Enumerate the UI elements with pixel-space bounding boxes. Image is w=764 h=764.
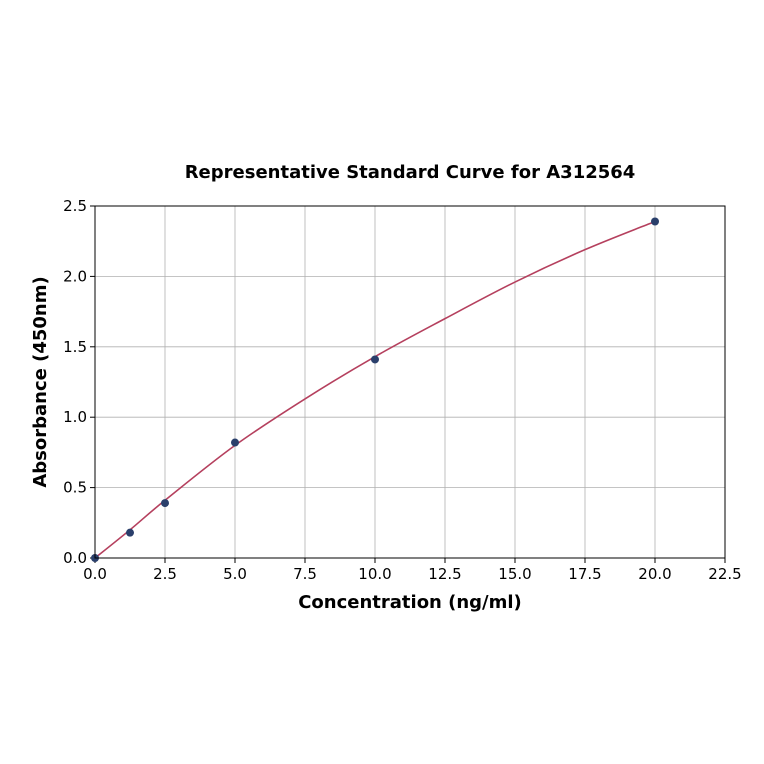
y-axis-label: Absorbance (450nm) xyxy=(30,276,51,487)
grid xyxy=(94,205,726,559)
y-tick-label: 2.0 xyxy=(63,267,87,285)
chart-title: Representative Standard Curve for A31256… xyxy=(185,162,636,183)
data-point xyxy=(371,355,379,364)
y-tick-label: 1.0 xyxy=(63,408,87,426)
x-axis-label: Concentration (ng/ml) xyxy=(298,592,522,613)
data-point xyxy=(161,499,169,508)
y-tick-label: 0.5 xyxy=(63,479,87,497)
x-tick-label: 12.5 xyxy=(428,565,461,583)
x-tick-label: 5.0 xyxy=(223,565,247,583)
x-tick-label: 17.5 xyxy=(568,565,601,583)
axis-ticks: 0.0 2.5 5.0 7.5 10.0 12.5 15.0 17.5 20.0 22.5 0.0 0… xyxy=(63,197,742,583)
data-point xyxy=(231,438,239,447)
x-tick-label: 15.0 xyxy=(498,565,531,583)
x-tick-label: 7.5 xyxy=(293,565,317,583)
y-tick-label: 1.5 xyxy=(63,338,87,356)
x-tick-label: 20.0 xyxy=(638,565,671,583)
fit-curve-line xyxy=(94,220,656,559)
x-tick-label: 0.0 xyxy=(83,565,107,583)
data-point xyxy=(126,528,134,537)
y-tick-label: 2.5 xyxy=(63,197,87,215)
x-tick-label: 22.5 xyxy=(708,565,741,583)
data-point xyxy=(651,217,659,226)
x-tick-label: 2.5 xyxy=(153,565,177,583)
y-tick-label: 0.0 xyxy=(63,549,87,567)
plot-frame xyxy=(94,205,726,559)
x-tick-label: 10.0 xyxy=(358,565,391,583)
